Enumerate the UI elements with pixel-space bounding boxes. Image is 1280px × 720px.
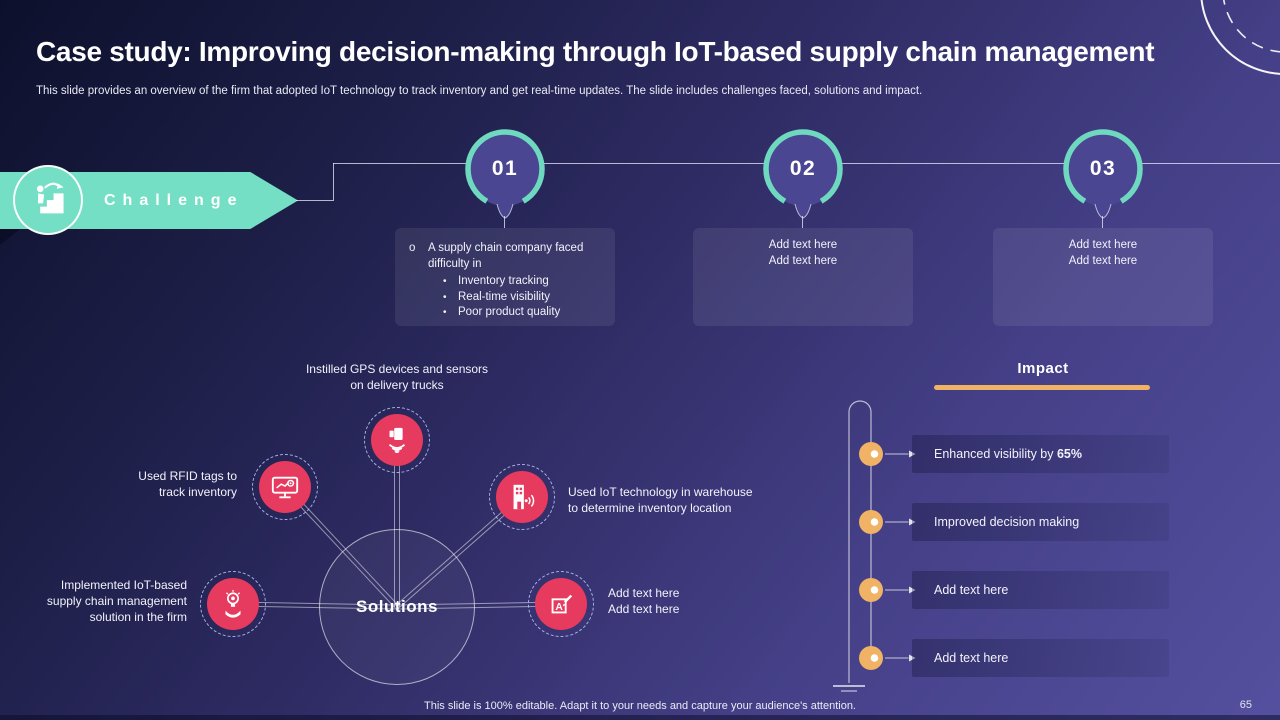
solutions-spokes <box>232 440 562 610</box>
solution-node-gps <box>364 407 430 473</box>
step-number: 01 <box>491 157 519 180</box>
step-number: 03 <box>1089 157 1117 180</box>
step-sub-text: Inventory tracking <box>458 275 549 288</box>
bullet-marker: o <box>409 242 416 254</box>
step-sub-text: Poor product quality <box>458 306 561 319</box>
dashed-ring <box>364 407 430 473</box>
connector-line-vertical <box>333 163 334 201</box>
connector-line-horizontal <box>296 200 333 201</box>
dashed-ring <box>200 571 266 637</box>
impact-underline <box>934 385 1150 390</box>
step-circle-02: 02 <box>760 126 846 226</box>
page-number: 65 <box>1239 699 1252 711</box>
idea-hand-icon <box>207 578 259 630</box>
bottom-strip <box>0 715 1280 720</box>
slide-subtitle: This slide provides an overview of the f… <box>36 85 923 97</box>
banner-fold <box>0 229 20 245</box>
impact-row-bold: 65% <box>1056 447 1083 461</box>
impact-title: Impact <box>1017 360 1069 377</box>
solutions-hub: Solutions <box>319 529 475 685</box>
challenge-banner: Challenge <box>0 165 298 235</box>
impact-row-text: Enhanced visibility by <box>934 447 1057 461</box>
solution-node-implementation <box>200 571 266 637</box>
step-circle-03: 03 <box>1060 126 1146 226</box>
footer-note: This slide is 100% editable. Adapt it to… <box>424 700 856 712</box>
impact-row-text: Add text here <box>934 651 1009 665</box>
challenge-label: Challenge <box>104 192 244 209</box>
solution-label-gps: Instilled GPS devices and sensors on del… <box>305 362 489 392</box>
impact-row-3: Add text here <box>912 571 1169 609</box>
dashed-ring <box>489 464 555 530</box>
step-stem-03 <box>1102 216 1103 228</box>
step-sub-text: Real-time visibility <box>458 290 551 303</box>
step-circle-01: 01 <box>462 126 548 226</box>
solution-label-placeholder: Add text here Add text here <box>608 586 680 616</box>
step-textbox-03: Add text here Add text here <box>993 228 1213 326</box>
stairs-climb-icon <box>13 165 83 235</box>
impact-row-text: Improved decision making <box>934 515 1080 529</box>
solution-node-warehouse <box>489 464 555 530</box>
warehouse-iot-icon <box>496 471 548 523</box>
gps-truck-icon <box>371 414 423 466</box>
impact-row-2: Improved decision making <box>912 503 1169 541</box>
solution-label-warehouse: Used IoT technology in warehouse to dete… <box>568 485 753 515</box>
step-stem-01 <box>504 216 505 228</box>
edit-text-icon: A <box>535 578 587 630</box>
solution-node-rfid <box>252 454 318 520</box>
page-title: Case study: Improving decision-making th… <box>36 36 1155 67</box>
corner-arcs-decoration <box>1200 0 1280 75</box>
impact-row-1: Enhanced visibility by 65% <box>912 435 1169 473</box>
impact-row-4: Add text here <box>912 639 1169 677</box>
solution-label-rfid: Used RFID tags to track inventory <box>138 469 237 499</box>
sub-bullet-marker: • <box>443 307 447 319</box>
impact-track <box>833 400 916 692</box>
dashed-ring <box>528 571 594 637</box>
step-stem-02 <box>802 216 803 228</box>
dashed-ring <box>252 454 318 520</box>
solution-label-implementation: Implemented IoT-based supply chain manag… <box>46 578 187 624</box>
solution-node-placeholder: A <box>528 571 594 637</box>
step-main-text: A supply chain company faced difficulty … <box>428 242 584 270</box>
sub-bullet-marker: • <box>443 276 447 288</box>
step-number: 02 <box>789 157 817 180</box>
step-textbox-01: o A supply chain company faced difficult… <box>395 228 615 326</box>
step-textbox-02: Add text here Add text here <box>693 228 913 326</box>
impact-row-text: Add text here <box>934 583 1009 597</box>
sub-bullet-marker: • <box>443 291 447 303</box>
svg-text:A: A <box>555 602 563 613</box>
rfid-monitor-icon <box>259 461 311 513</box>
